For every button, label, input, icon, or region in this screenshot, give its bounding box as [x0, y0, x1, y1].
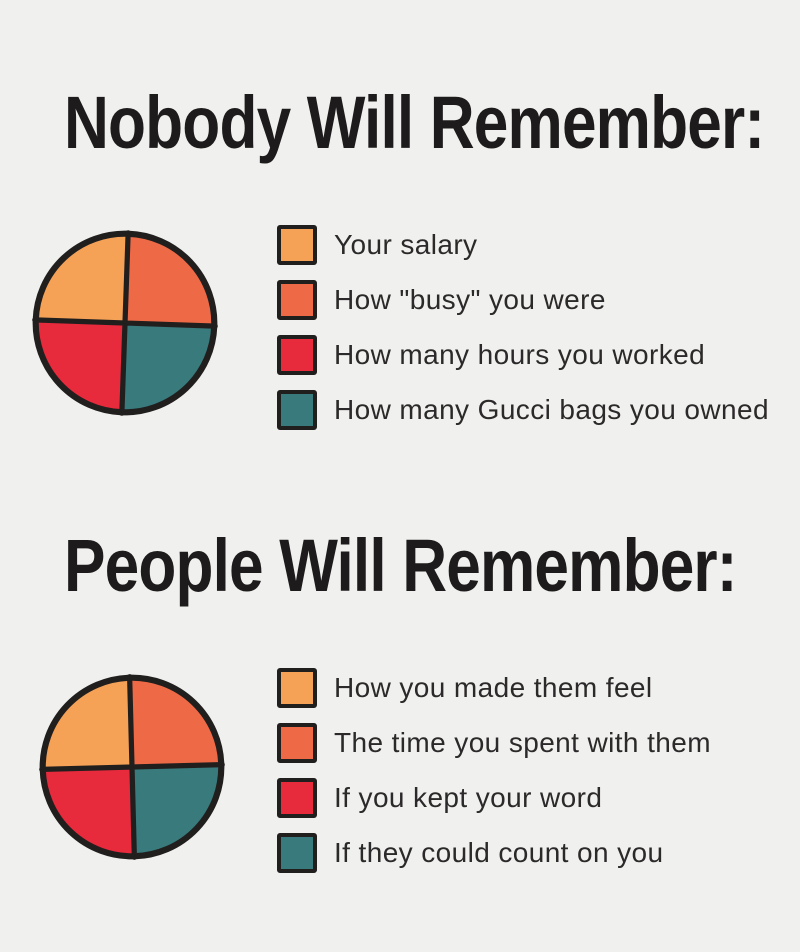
- color-swatch: [277, 390, 317, 430]
- color-swatch: [277, 833, 317, 873]
- pie-slice-count-on-you: [132, 764, 222, 857]
- color-swatch: [277, 723, 317, 763]
- section-title-nobody: Nobody Will Remember:: [64, 81, 765, 164]
- pie-outline: [39, 674, 225, 860]
- legend-item: Your salary: [277, 225, 769, 265]
- legend-label: Your salary: [334, 229, 478, 260]
- pie-slice-made-them-feel: [42, 677, 132, 770]
- legend-item: How many hours you worked: [277, 335, 769, 375]
- pie-slice-your-salary: [35, 233, 129, 323]
- legend-nobody: Your salary How "busy" you were How many…: [277, 225, 769, 445]
- legend-item: If you kept your word: [277, 778, 711, 818]
- pie-slice-gucci-bags: [121, 323, 215, 413]
- section-title-people: People Will Remember:: [64, 524, 737, 607]
- pie-outline: [32, 230, 218, 416]
- legend-label: The time you spent with them: [334, 727, 711, 758]
- pie-slice-how-busy-you-were: [125, 233, 215, 327]
- pie-slice-kept-your-word: [42, 767, 135, 857]
- legend-item: If they could count on you: [277, 833, 711, 873]
- legend-item: How you made them feel: [277, 668, 711, 708]
- pie-slice-hours-worked: [35, 319, 125, 413]
- pie-divider-cross: [32, 230, 218, 416]
- pie-chart-people: [39, 674, 225, 860]
- pie-chart-nobody: [32, 230, 218, 416]
- legend-label: How you made them feel: [334, 672, 653, 703]
- legend-item: How "busy" you were: [277, 280, 769, 320]
- legend-item: How many Gucci bags you owned: [277, 390, 769, 430]
- legend-label: If you kept your word: [334, 782, 603, 813]
- legend-people: How you made them feel The time you spen…: [277, 668, 711, 888]
- color-swatch: [277, 778, 317, 818]
- color-swatch: [277, 280, 317, 320]
- pie-slice-time-spent: [129, 677, 222, 767]
- color-swatch: [277, 668, 317, 708]
- legend-label: How "busy" you were: [334, 284, 606, 315]
- legend-item: The time you spent with them: [277, 723, 711, 763]
- legend-label: If they could count on you: [334, 837, 664, 868]
- legend-label: How many hours you worked: [334, 339, 706, 370]
- color-swatch: [277, 225, 317, 265]
- pie-divider-cross: [39, 674, 225, 860]
- color-swatch: [277, 335, 317, 375]
- legend-label: How many Gucci bags you owned: [334, 394, 769, 425]
